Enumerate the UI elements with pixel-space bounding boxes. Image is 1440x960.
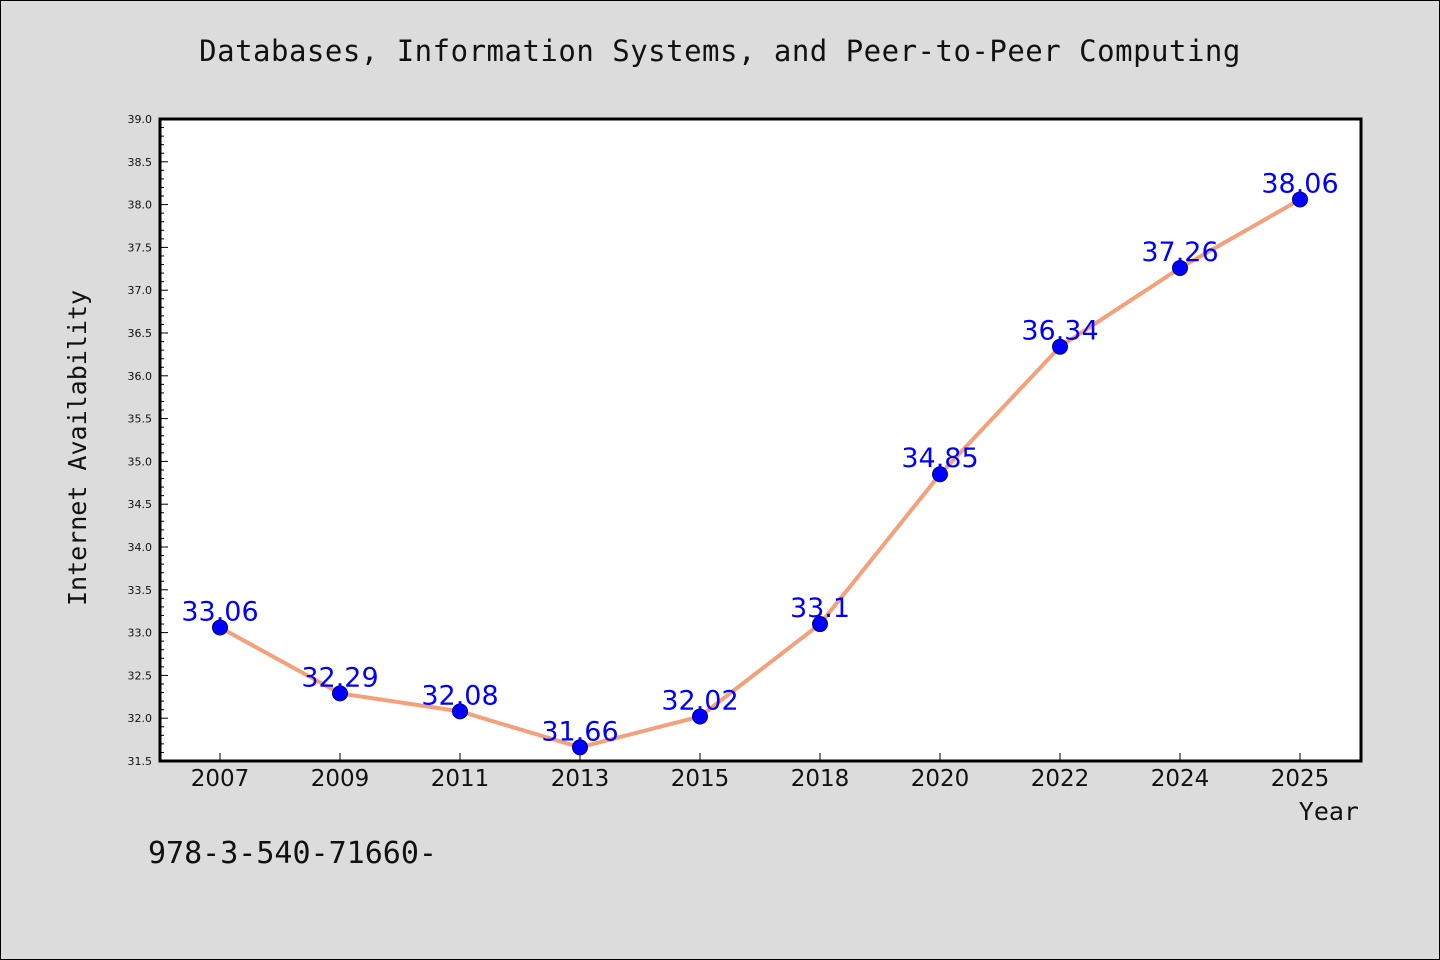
y-tick-label: 31.5	[128, 755, 153, 768]
x-tick-label: 2015	[671, 766, 730, 792]
data-label: 33.06	[181, 596, 258, 627]
data-point	[1052, 338, 1068, 355]
x-tick-label: 2024	[1151, 766, 1210, 792]
data-point	[572, 739, 588, 756]
data-point	[1292, 191, 1308, 208]
y-tick-label: 36.5	[128, 327, 153, 340]
data-label: 32.29	[301, 662, 378, 693]
data-label: 32.02	[661, 685, 738, 716]
data-label: 32.08	[421, 680, 498, 711]
isbn-text: 978-3-540-71660-	[148, 836, 437, 871]
y-axis: 31.5 32.0 32.5 33.0 33.5 34.0 34.5 35.0 35.5 36.0…	[128, 113, 168, 768]
x-tick-label: 2013	[551, 766, 610, 792]
data-label: 38.06	[1261, 168, 1338, 199]
y-tick-label: 32.5	[128, 669, 153, 682]
x-tick-label: 2022	[1031, 766, 1090, 792]
data-label: 36.34	[1021, 316, 1098, 347]
data-point	[332, 685, 348, 702]
y-tick-label: 35.5	[128, 413, 153, 426]
data-point	[932, 466, 948, 483]
x-tick-label: 2007	[191, 766, 250, 792]
y-tick-label: 39.0	[128, 113, 153, 126]
y-tick-label: 33.5	[128, 584, 153, 597]
data-label: 34.85	[901, 443, 978, 474]
y-axis-label: Internet Availability	[63, 290, 92, 606]
data-point	[1172, 259, 1188, 276]
y-tick-label: 38.5	[128, 156, 153, 169]
data-label: 37.26	[1141, 237, 1218, 268]
y-tick-label: 32.0	[128, 712, 153, 725]
y-tick-label: 38.0	[128, 199, 153, 212]
y-tick-label: 34.0	[128, 541, 153, 554]
x-tick-label: 2011	[431, 766, 490, 792]
x-axis: 2007 2009 2011 2013 2015 2018 2020 2022 2024 2025	[191, 753, 1330, 792]
y-tick-label: 37.0	[128, 284, 153, 297]
y-tick-label: 35.0	[128, 455, 153, 468]
y-tick-label: 36.0	[128, 370, 153, 383]
x-tick-label: 2009	[311, 766, 370, 792]
x-tick-label: 2018	[791, 766, 850, 792]
data-point	[452, 703, 468, 720]
data-point	[212, 619, 228, 636]
x-tick-label: 2020	[911, 766, 970, 792]
data-point	[812, 616, 828, 633]
series-line	[219, 197, 1301, 750]
data-point	[692, 708, 708, 725]
chart-title: Databases, Information Systems, and Peer…	[199, 34, 1241, 68]
data-series: 33.06 32.29 32.08 31.66 32.02 33.1 34.85 36.34 3…	[181, 168, 1339, 756]
plot-area	[160, 119, 1361, 761]
data-label: 33.1	[790, 593, 850, 624]
y-tick-label: 34.5	[128, 498, 153, 511]
x-tick-label: 2025	[1271, 766, 1330, 792]
x-axis-label: Year	[1299, 797, 1359, 826]
y-tick-label: 33.0	[128, 627, 153, 640]
plot-border	[158, 117, 1363, 763]
y-tick-label: 37.5	[128, 241, 153, 254]
data-label: 31.66	[541, 716, 618, 747]
